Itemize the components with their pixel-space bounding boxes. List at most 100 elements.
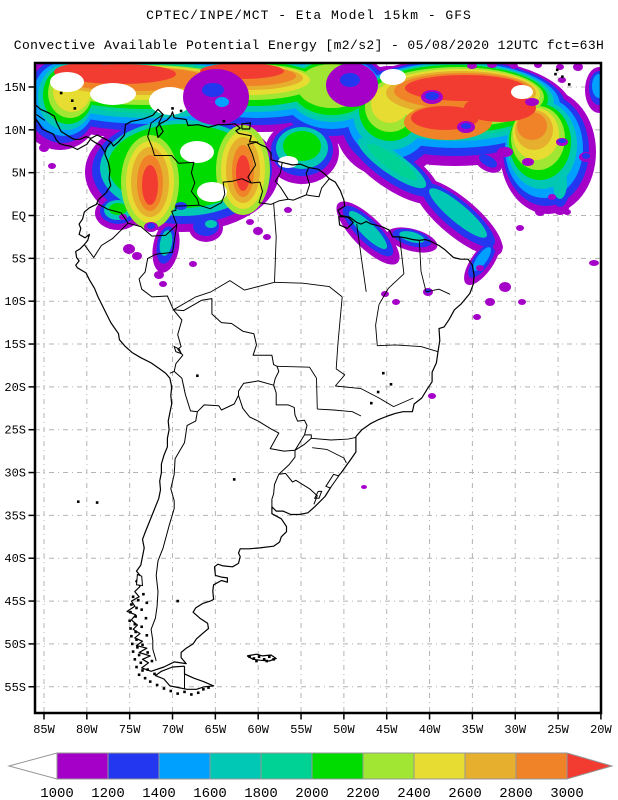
cape-blob bbox=[123, 244, 135, 254]
island-speckle bbox=[135, 665, 138, 669]
country-border bbox=[173, 298, 280, 386]
island-speckle bbox=[268, 655, 271, 659]
state-border bbox=[311, 436, 356, 441]
island-speckle bbox=[141, 669, 144, 672]
cape-blob bbox=[582, 153, 590, 159]
island-speckle bbox=[145, 634, 149, 637]
country-border bbox=[96, 203, 129, 224]
cape-blob bbox=[425, 92, 439, 100]
island-speckle bbox=[70, 99, 74, 102]
island-speckle bbox=[76, 500, 80, 503]
colorbar-label: 2200 bbox=[346, 786, 380, 800]
lon-label: 25W bbox=[547, 723, 569, 737]
lat-label: 40S bbox=[4, 552, 26, 566]
cape-blob bbox=[522, 158, 534, 166]
island-speckle bbox=[176, 599, 179, 603]
colorbar-legend: 1000 1200 1400 1600 1800 2000 2200 2400 2600 2800… bbox=[7, 752, 614, 800]
lon-label: 70W bbox=[162, 723, 184, 737]
cape-blob bbox=[516, 225, 524, 231]
cape-blob bbox=[497, 147, 513, 157]
state-border bbox=[377, 344, 439, 353]
country-border bbox=[169, 309, 184, 374]
state-border bbox=[317, 408, 362, 417]
island-speckle bbox=[176, 692, 179, 695]
lake bbox=[325, 473, 340, 489]
lake bbox=[35, 113, 46, 121]
island-speckle bbox=[376, 390, 380, 394]
state-border bbox=[335, 296, 343, 369]
colorbar-over-arrow bbox=[566, 752, 614, 780]
cape-blob bbox=[589, 260, 599, 266]
colorbar-box bbox=[413, 752, 466, 780]
lake bbox=[135, 573, 144, 587]
cape-blob bbox=[592, 74, 601, 98]
island-speckle bbox=[130, 642, 134, 646]
map-frame bbox=[33, 61, 603, 715]
island-speckle bbox=[265, 659, 269, 663]
island-speckle bbox=[179, 109, 183, 113]
cape-blob bbox=[253, 227, 263, 235]
lat-label: EQ bbox=[12, 210, 26, 224]
colorbar-label: 3000 bbox=[550, 786, 584, 800]
cape-blob bbox=[511, 85, 533, 99]
cape-blob bbox=[467, 63, 477, 69]
lat-label: 30S bbox=[4, 467, 26, 481]
cape-blob bbox=[604, 237, 616, 247]
island-speckle bbox=[248, 655, 251, 659]
cape-blob bbox=[132, 252, 142, 260]
lon-label: 20W bbox=[590, 723, 612, 737]
country-border bbox=[278, 434, 312, 475]
lat-label: 20S bbox=[4, 381, 26, 395]
state-border bbox=[418, 240, 427, 292]
colorbar-label: 2000 bbox=[295, 786, 329, 800]
cape-blob bbox=[478, 154, 498, 168]
cape-blob bbox=[573, 63, 583, 71]
state-border bbox=[426, 288, 451, 295]
lon-label: 50W bbox=[333, 723, 355, 737]
island-speckle bbox=[135, 606, 138, 610]
cape-blob bbox=[348, 210, 388, 250]
island-speckle bbox=[252, 657, 256, 660]
cape-blob bbox=[553, 167, 567, 199]
cape-blob bbox=[263, 234, 271, 240]
cape-blob bbox=[246, 219, 254, 225]
country-border bbox=[271, 474, 280, 507]
island-speckle bbox=[59, 91, 63, 95]
island-speckle bbox=[140, 608, 143, 611]
island-speckle bbox=[143, 676, 147, 680]
lon-label: 30W bbox=[504, 723, 526, 737]
cape-blob bbox=[392, 299, 400, 305]
cape-blob bbox=[485, 298, 495, 306]
state-border bbox=[173, 280, 275, 311]
island-speckle bbox=[129, 627, 132, 630]
island-speckle bbox=[142, 592, 145, 596]
island-speckle bbox=[257, 655, 261, 659]
island-speckle bbox=[169, 689, 173, 693]
colorbar-box bbox=[158, 752, 211, 780]
cape-blob bbox=[205, 220, 217, 228]
lat-label: 5S bbox=[12, 252, 26, 266]
country-border bbox=[305, 167, 311, 196]
lon-label: 55W bbox=[290, 723, 312, 737]
country-border bbox=[238, 380, 274, 396]
lon-label: 85W bbox=[33, 723, 55, 737]
colorbar-label: 2600 bbox=[448, 786, 482, 800]
cape-blob bbox=[142, 165, 158, 205]
country-border bbox=[173, 371, 198, 413]
island-speckle bbox=[150, 659, 154, 663]
state-border bbox=[276, 365, 318, 410]
cape-blob bbox=[476, 265, 484, 271]
island-speckle bbox=[207, 686, 210, 689]
island-speckle bbox=[144, 616, 148, 620]
country-border bbox=[198, 178, 252, 210]
cape-blob bbox=[159, 281, 167, 287]
axis-ticks bbox=[28, 86, 602, 720]
island-speckle bbox=[134, 615, 137, 618]
cape-blob bbox=[197, 182, 227, 202]
country-border bbox=[127, 222, 178, 237]
state-border bbox=[273, 202, 277, 283]
island-speckle bbox=[183, 690, 186, 694]
cape-blob bbox=[109, 203, 127, 215]
lat-label: 15S bbox=[4, 338, 26, 352]
